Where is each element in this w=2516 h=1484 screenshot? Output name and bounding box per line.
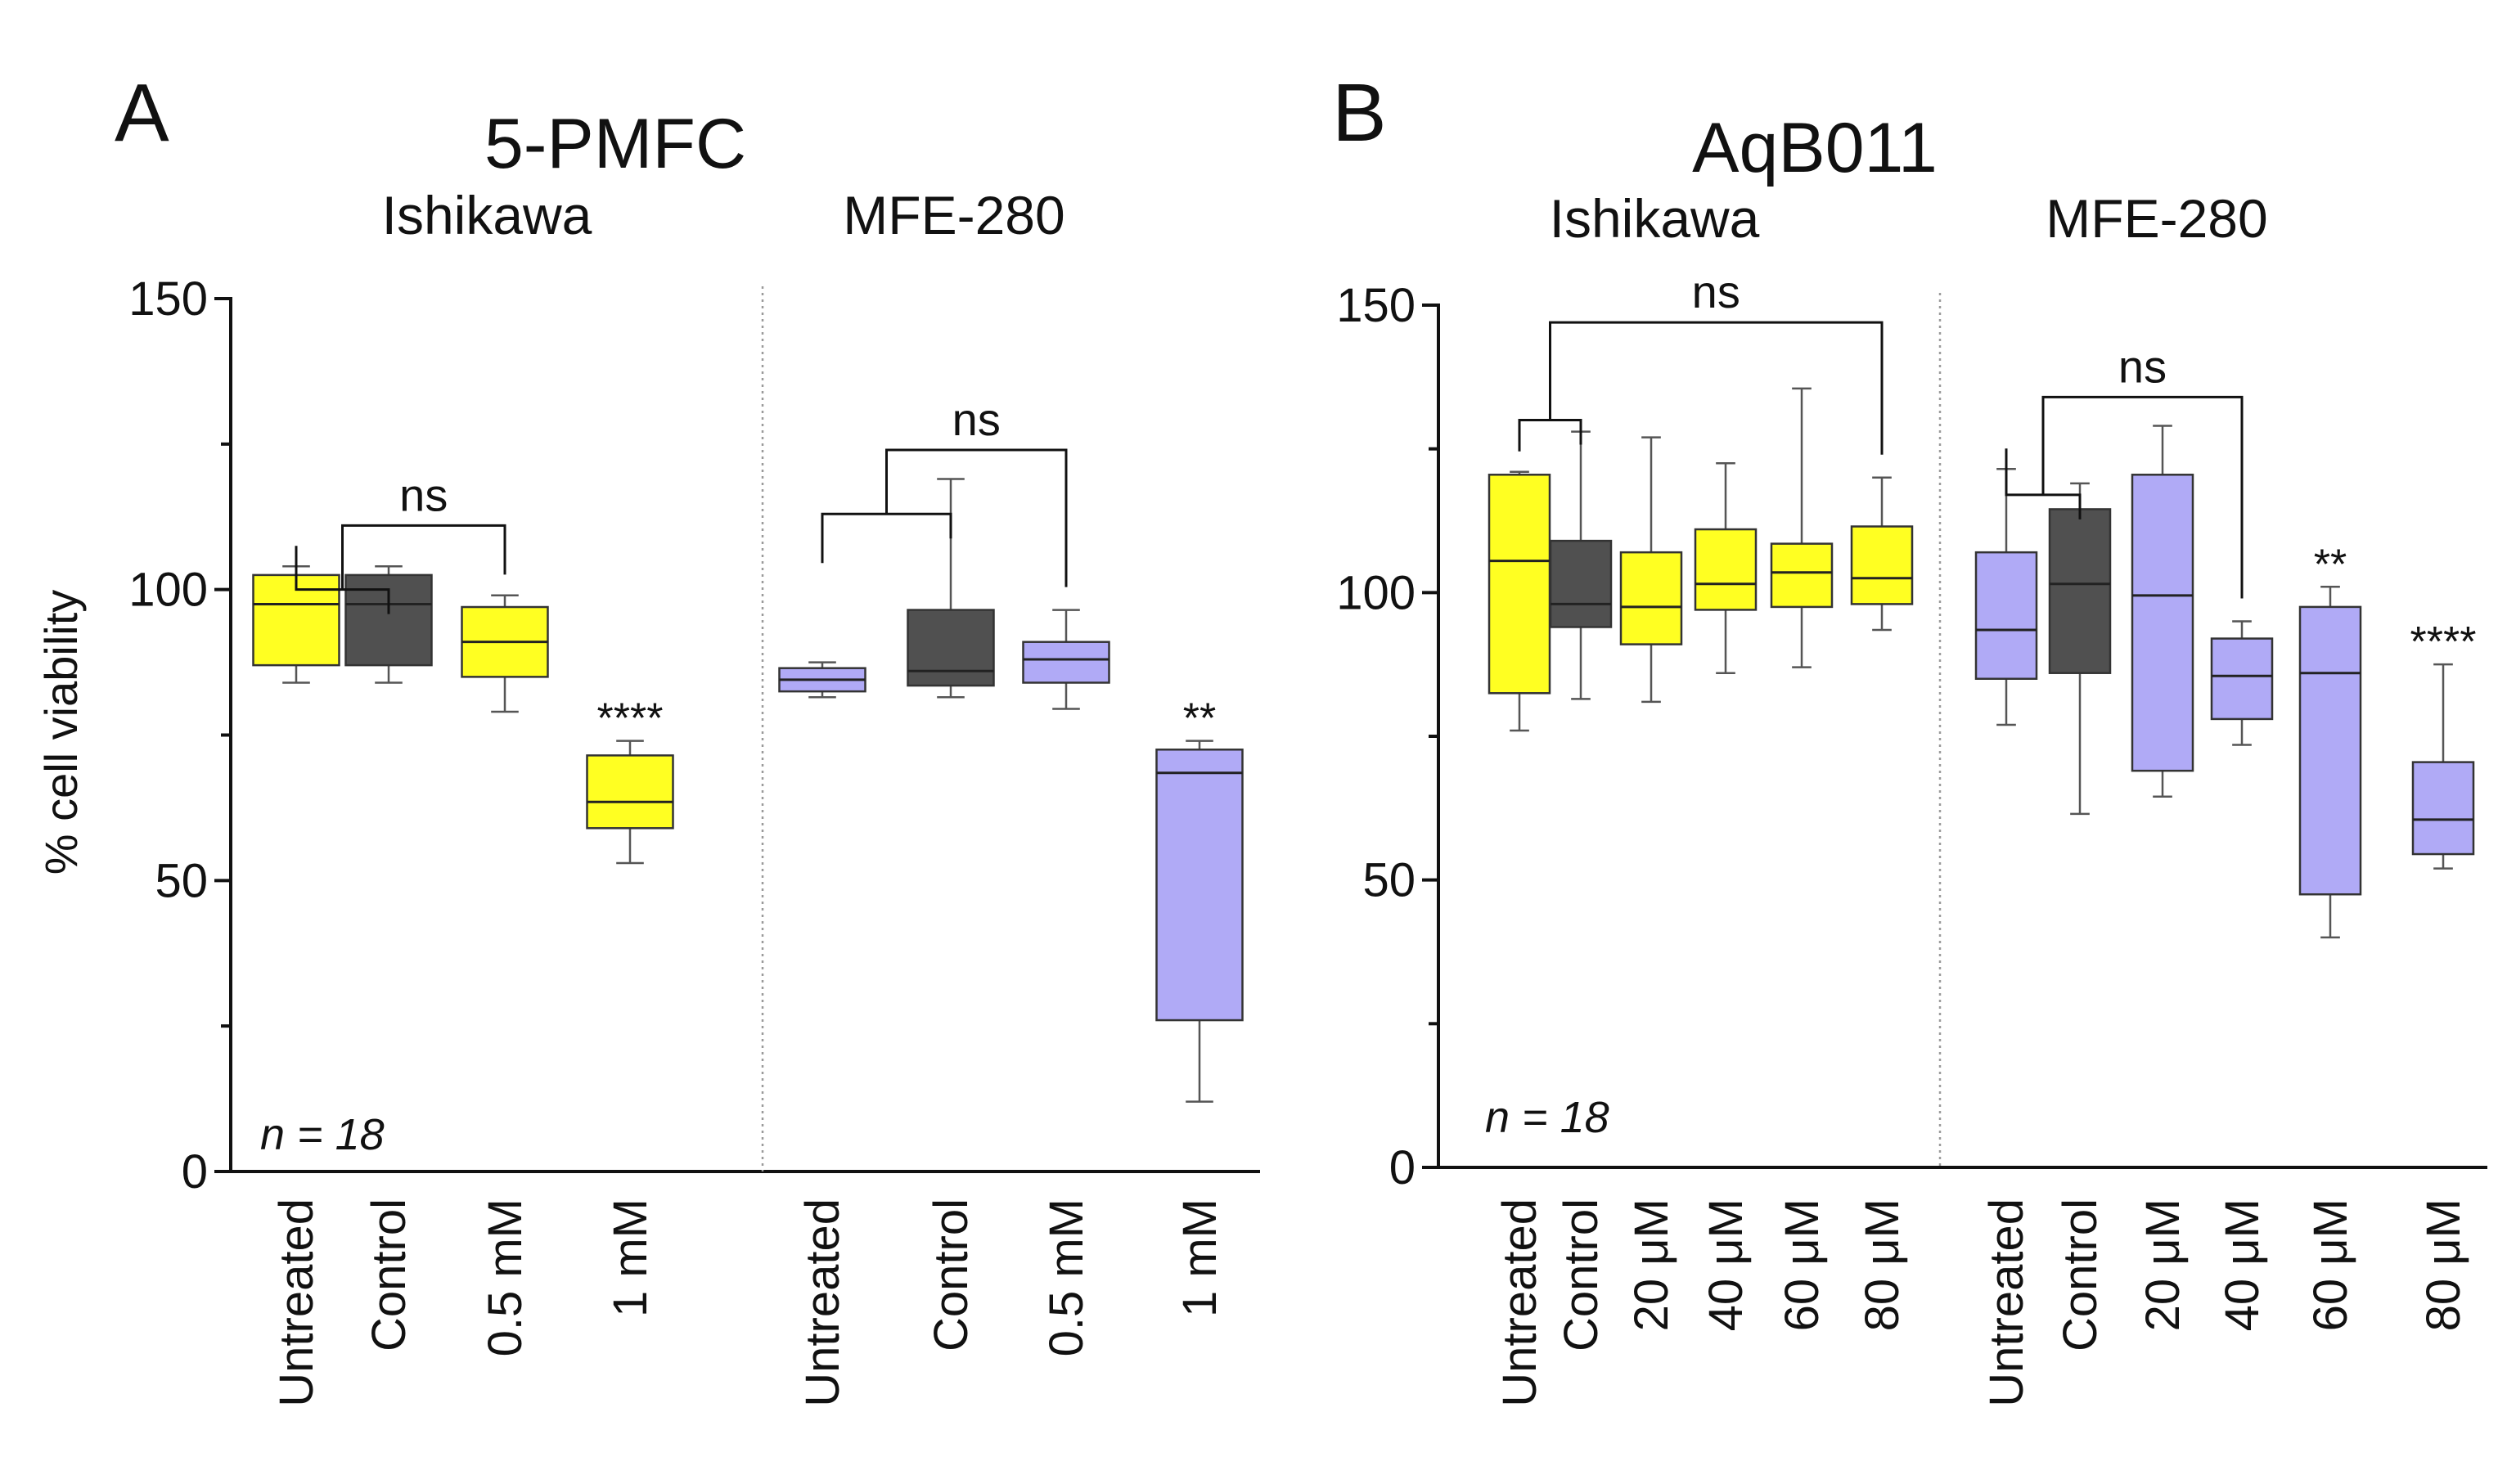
panel-b-bracket-outer (2041, 395, 2244, 599)
panel-b-n-annotation: n = 18 (1485, 1093, 1609, 1142)
box-body (586, 754, 674, 830)
panel-a-significance-marker: **** (597, 695, 664, 743)
panel-b-group-ishikawa-label: Ishikawa (1550, 188, 1760, 249)
panel-a-x-tick-label: 1 mM (604, 1198, 657, 1317)
panel-a-x-tick-label: Untreated (796, 1198, 849, 1407)
panel-b-box-1-0 (1974, 468, 2038, 726)
panel-b-y-tick-label: 0 (1389, 1141, 1416, 1194)
panel-b-x-tick-label: 80 μM (2417, 1198, 2470, 1331)
box-body (1549, 539, 1613, 628)
panel-b-y-tick-label: 150 (1336, 279, 1416, 332)
panel-b-x-tick-label: 60 μM (1776, 1198, 1829, 1331)
panel-a-bracket-label: ns (399, 469, 448, 520)
panel-a-box-1-2 (1022, 609, 1110, 710)
panel-b-x-tick-label: Untreated (1980, 1198, 2033, 1407)
panel-b-box-1-2 (2131, 425, 2194, 798)
panel-b-bracket-label: ns (1692, 266, 1740, 317)
panel-a-box-0-2 (461, 594, 549, 713)
box-body (1770, 542, 1834, 609)
box-body (1155, 749, 1244, 1022)
panel-a-box-1-1 (907, 478, 995, 699)
panel-b-box-0-0 (1488, 470, 1551, 732)
panel-a-title: 5-PMFC (484, 105, 746, 183)
panel-b-box-1-4 (2298, 586, 2362, 939)
panel-a-box-0-0 (252, 564, 340, 684)
panel-b-bracket-inner (1518, 419, 1582, 452)
panel-a-bracket-inner (821, 512, 952, 564)
panel-a-x-tick-label: Untreated (270, 1198, 323, 1407)
panel-b-bracket-outer (1549, 321, 1884, 455)
panel-b-x-tick-label: 20 μM (1625, 1198, 1678, 1331)
box-body (1488, 474, 1551, 695)
panel-b-y-tick-label: 50 (1362, 854, 1416, 907)
panel-b: B AqB011 Ishikawa MFE-280 0 50 100 150 Untre… (1332, 67, 2487, 1407)
panel-b-bracket-label: ns (2118, 340, 2167, 392)
panel-a-group-mfe280-label: MFE-280 (843, 185, 1064, 245)
panel-b-x-tick-label: 60 μM (2304, 1198, 2357, 1331)
box-body (2411, 761, 2475, 856)
panel-a-n-annotation: n = 18 (260, 1110, 385, 1159)
panel-b-x-tick-label: 40 μM (1699, 1198, 1753, 1331)
panel-b-box-1-1 (2048, 482, 2112, 816)
panel-b-x-tick-label: Control (1555, 1198, 1608, 1351)
box-body (2131, 474, 2194, 772)
panel-a-box-1-3 (1155, 740, 1244, 1103)
box-body (2298, 605, 2362, 896)
panel-a-x-tick-label: 0.5 mM (1040, 1198, 1093, 1356)
panel-a-y-tick-label: 100 (128, 564, 208, 617)
panel-b-x-tick-label: 20 μM (2136, 1198, 2190, 1331)
panel-a-label: A (115, 67, 169, 159)
box-body (1619, 551, 1683, 645)
box-body (1694, 528, 1758, 611)
box-body (1022, 641, 1110, 684)
panel-b-significance-marker: ** (2314, 541, 2347, 588)
panel-a-bracket-inner (295, 546, 390, 614)
panel-a-significance-marker: ** (1183, 695, 1216, 743)
panel-a-group-ishikawa-label: Ishikawa (382, 185, 592, 245)
panel-b-significance-marker: **** (2410, 618, 2477, 666)
panel-b-box-1-3 (2210, 620, 2274, 746)
panel-a-y-tick-label: 150 (128, 272, 208, 326)
panel-a-x-tick-label: 0.5 mM (479, 1198, 532, 1356)
box-body (907, 609, 995, 687)
panel-a-y-tick-label: 50 (155, 854, 208, 907)
panel-b-box-0-2 (1619, 436, 1683, 704)
panel-a: A 5-PMFC Ishikawa MFE-280 % cell viabili… (35, 67, 1260, 1407)
panel-a-x-tick-label: Control (362, 1198, 416, 1351)
panel-b-box-0-5 (1850, 476, 1914, 632)
panel-b-box-0-4 (1770, 387, 1834, 668)
panel-b-x-tick-label: 40 μM (2216, 1198, 2269, 1331)
panel-a-y-tick-label: 0 (182, 1145, 208, 1198)
panel-a-bracket-label: ns (952, 393, 1001, 445)
panel-a-box-1-0 (778, 661, 866, 699)
panel-b-y-tick-label: 100 (1336, 566, 1416, 619)
panel-a-box-0-3 (586, 740, 674, 865)
panel-b-title: AqB011 (1692, 109, 1938, 187)
panel-a-bracket-outer (885, 448, 1068, 587)
box-body (1974, 551, 2038, 680)
panel-b-label: B (1332, 67, 1387, 159)
panel-a-x-tick-label: Control (925, 1198, 978, 1351)
box-body (2210, 637, 2274, 721)
panel-a-x-tick-label: 1 mM (1173, 1198, 1226, 1317)
panel-b-box-0-1 (1549, 430, 1613, 700)
panel-a-bracket-outer (341, 524, 506, 590)
y-axis-label: % cell viability (35, 590, 87, 875)
panel-b-x-tick-label: Control (2054, 1198, 2107, 1351)
panel-b-box-1-5 (2411, 663, 2475, 870)
box-body (1850, 525, 1914, 605)
panel-b-x-tick-label: Untreated (1493, 1198, 1546, 1407)
panel-b-box-0-3 (1694, 461, 1758, 674)
panel-a-plot: 0 50 100 150 Untreated Control 0.5 mM **** 1 mM n… (128, 272, 1260, 1407)
box-body (2048, 508, 2112, 674)
panel-b-x-tick-label: 80 μM (1856, 1198, 1909, 1331)
panel-b-group-mfe280-label: MFE-280 (2046, 188, 2267, 249)
panel-a-box-0-1 (344, 564, 433, 684)
